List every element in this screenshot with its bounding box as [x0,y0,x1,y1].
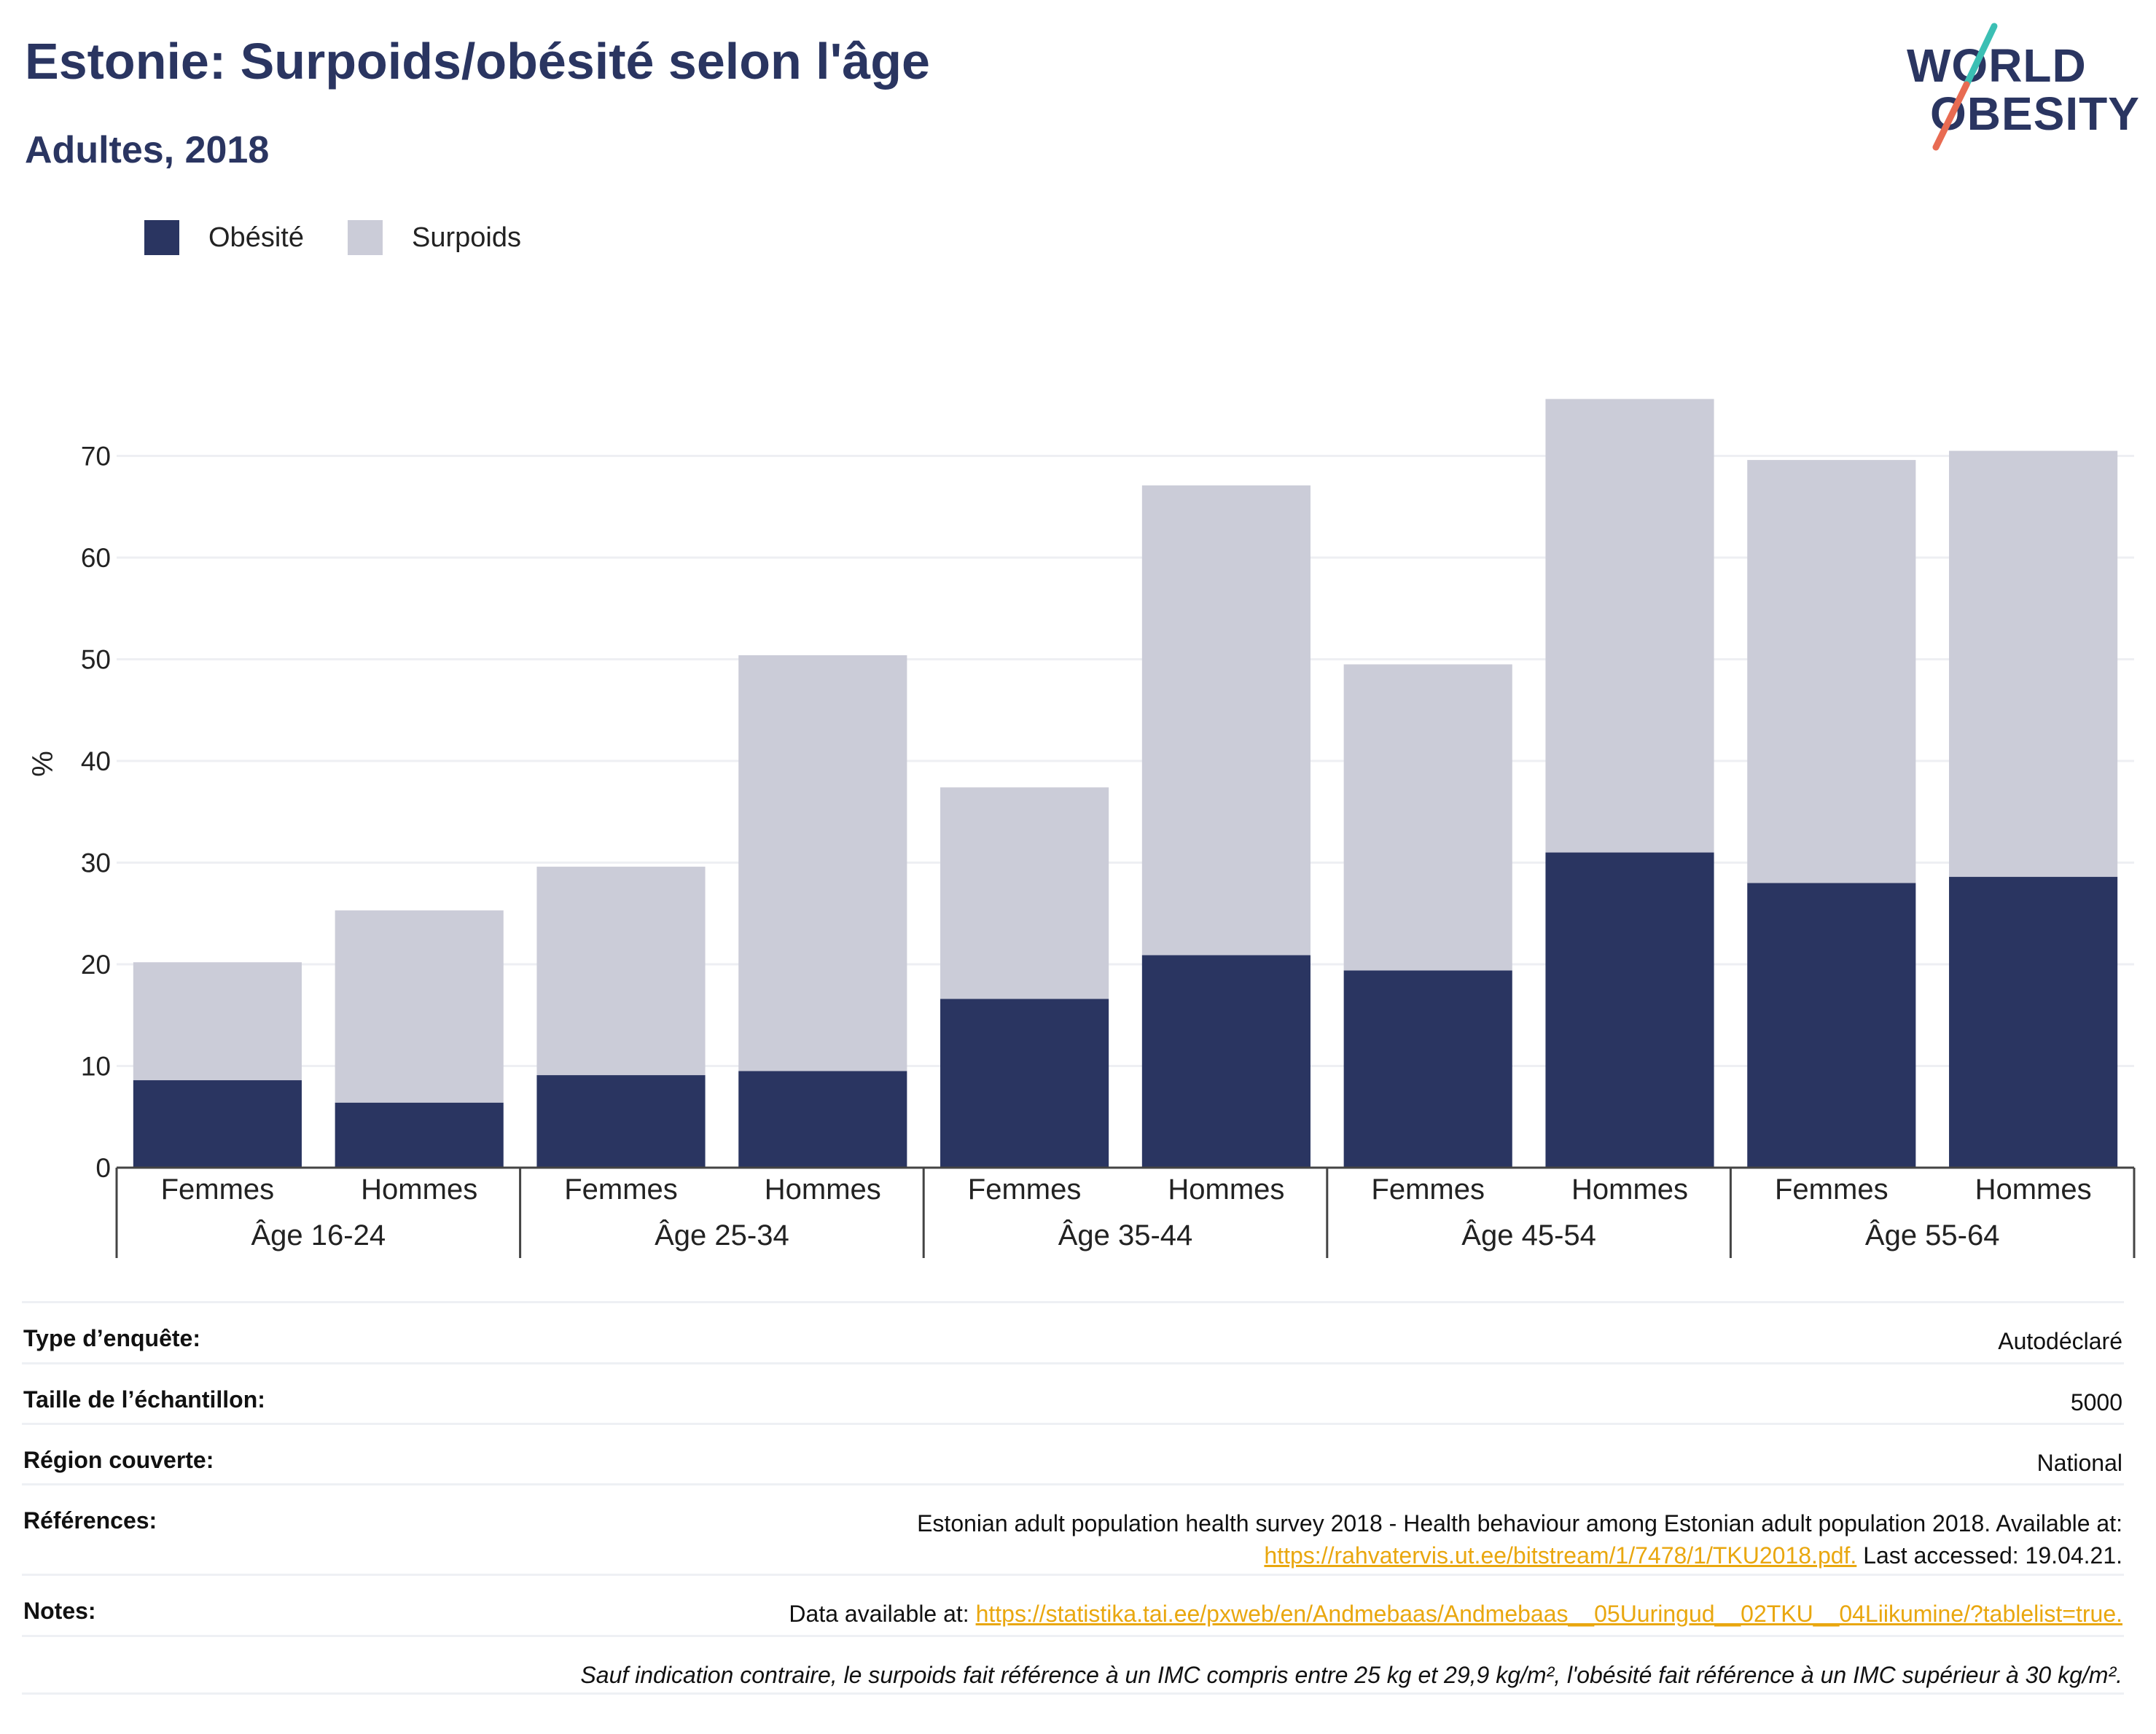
x-tick-label-9: Hommes [1975,1173,2092,1206]
info-row-footnote: Sauf indication contraire, le surpoids f… [22,1635,2124,1695]
bar-obesity-3 [738,1071,907,1168]
bmi-footnote: Sauf indication contraire, le surpoids f… [580,1662,2122,1688]
y-tick-label-30: 30 [81,848,111,878]
notes-label: Notes: [23,1598,96,1624]
chart-title: Estonie: Surpoids/obésité selon l'âge [25,33,930,90]
info-row-survey-type: Type d’enquête: Autodéclaré [22,1301,2124,1362]
bar-overweight-0 [133,962,302,1081]
logo-text-obesity: OBESITY [1930,87,2140,140]
x-tick-label-1: Hommes [361,1173,477,1206]
sample-size-value: 5000 [2070,1389,2122,1415]
notes-value: Data available at: https://statistika.ta… [789,1576,2122,1630]
info-row-region: Région couverte: National [22,1423,2124,1483]
group-label-1: Âge 25-34 [655,1219,789,1251]
bar-overweight-9 [1949,450,2118,878]
region-label: Région couverte: [23,1447,214,1473]
bar-obesity-2 [536,1075,706,1168]
info-row-sample-size: Taille de l’échantillon: 5000 [22,1362,2124,1423]
bar-overweight-5 [1141,485,1311,956]
info-row-notes: Notes: Data available at: https://statis… [22,1574,2124,1635]
group-label-2: Âge 35-44 [1058,1219,1193,1251]
y-tick-label-70: 70 [81,442,111,472]
survey-info-table: Type d’enquête: Autodéclaré Taille de l’… [22,1301,2124,1695]
bar-overweight-7 [1545,399,1714,853]
y-tick-label-50: 50 [81,645,111,675]
x-tick-label-8: Femmes [1775,1173,1889,1206]
notes-link[interactable]: https://statistika.tai.ee/pxweb/en/Andme… [975,1601,2122,1627]
references-link[interactable]: https://rahvatervis.ut.ee/bitstream/1/74… [1264,1542,1857,1569]
bar-obesity-0 [133,1080,302,1168]
bar-overweight-4 [940,787,1109,999]
group-label-0: Âge 16-24 [251,1219,386,1251]
references-label: Références: [23,1507,157,1534]
y-tick-label-10: 10 [81,1052,111,1082]
bar-overweight-3 [738,655,907,1071]
bar-overweight-2 [536,867,706,1076]
chart-subtitle: Adultes, 2018 [25,129,270,171]
region-value: National [2036,1450,2122,1476]
group-label-4: Âge 55-64 [1865,1219,2000,1251]
legend-item-overweight[interactable]: Surpoids [347,220,521,255]
y-tick-label-0: 0 [95,1153,111,1183]
logo-text-world: WORLD [1907,39,2087,92]
x-tick-label-3: Hommes [765,1173,881,1206]
legend-label-obesity: Obésité [208,222,304,253]
info-row-references: Références: Estonian adult population he… [22,1483,2124,1574]
references-value: Estonian adult population health survey … [917,1485,2122,1571]
legend-label-overweight: Surpoids [411,222,521,253]
bar-obesity-5 [1141,955,1311,1168]
y-tick-label-60: 60 [81,543,111,573]
legend-item-obesity[interactable]: Obésité [144,220,304,255]
sample-size-label: Taille de l’échantillon: [23,1386,265,1413]
survey-type-label: Type d’enquête: [23,1325,200,1351]
bar-obesity-4 [940,999,1109,1168]
notes-prefix: Data available at: [789,1601,976,1627]
x-tick-label-7: Hommes [1571,1173,1688,1206]
world-obesity-logo: WORLD OBESITY [1895,22,2143,153]
survey-type-value: Autodéclaré [1998,1328,2122,1354]
x-tick-label-5: Hommes [1168,1173,1284,1206]
logo-slash-icon [1932,23,1998,151]
bar-overweight-8 [1747,460,1916,883]
bar-obesity-8 [1747,883,1916,1168]
bar-overweight-6 [1343,664,1512,971]
bar-obesity-1 [335,1102,504,1168]
bar-obesity-7 [1545,852,1714,1168]
legend-swatch-obesity [144,220,179,255]
references-accessed: Last accessed: 19.04.21. [1856,1542,2122,1569]
y-tick-label-20: 20 [81,950,111,980]
x-tick-label-2: Femmes [564,1173,678,1206]
x-tick-label-4: Femmes [968,1173,1082,1206]
bar-overweight-1 [335,910,504,1103]
stacked-bar-chart: 0 10 20 30 40 50 60 70% Femmes Hommes Femmes Hommes… [27,399,2136,1258]
group-label-3: Âge 45-54 [1461,1219,1596,1251]
x-tick-label-0: Femmes [161,1173,275,1206]
chart-legend: Obésité Surpoids [144,216,565,259]
bar-obesity-9 [1949,877,2118,1168]
references-text: Estonian adult population health survey … [917,1510,2122,1536]
legend-swatch-overweight [347,220,383,255]
y-axis-label: % [27,751,59,777]
bar-obesity-6 [1343,970,1512,1168]
y-tick-label-40: 40 [81,746,111,776]
x-tick-label-6: Femmes [1371,1173,1485,1206]
